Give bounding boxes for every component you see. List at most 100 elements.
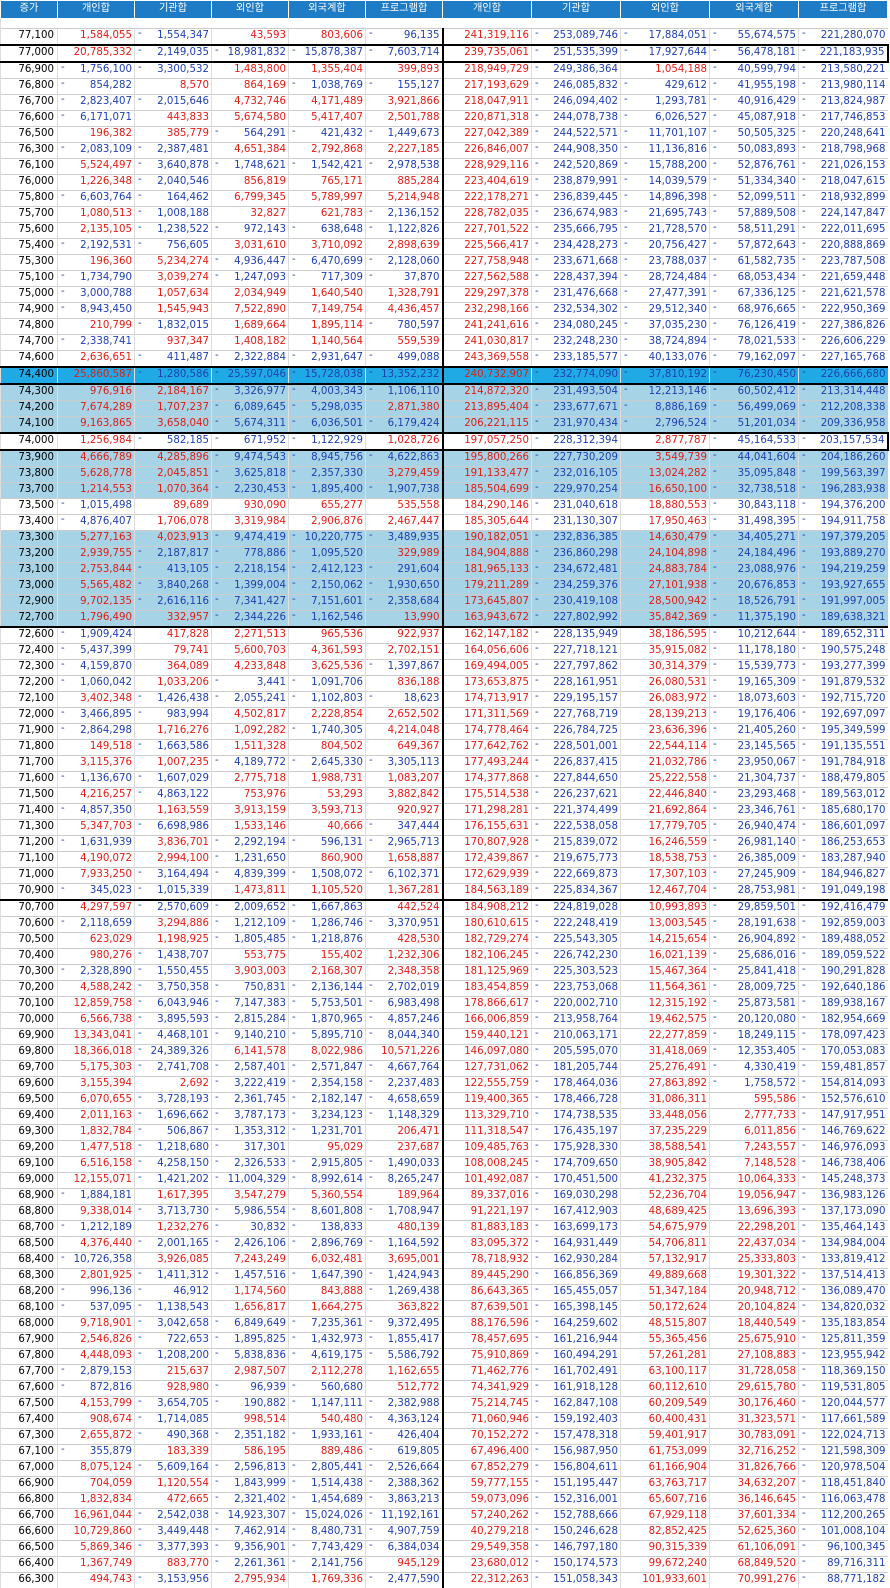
header-program-cum[interactable]: 프로그램합 bbox=[799, 1, 888, 19]
header-foreign-broker-delta[interactable]: 외국계합 bbox=[289, 1, 366, 19]
header-foreign-cum[interactable]: 외인합 bbox=[621, 1, 710, 19]
header-individual-delta[interactable]: 개인합 bbox=[58, 1, 135, 19]
header-individual-cum[interactable]: 개인합 bbox=[443, 1, 532, 19]
header-foreign-broker-cum[interactable]: 외국계합 bbox=[710, 1, 799, 19]
header-foreign-delta[interactable]: 외인합 bbox=[212, 1, 289, 19]
header-price[interactable]: 증가 bbox=[1, 1, 58, 19]
header-institution-delta[interactable]: 기관합 bbox=[135, 1, 212, 19]
header-institution-cum[interactable]: 기관합 bbox=[532, 1, 621, 19]
